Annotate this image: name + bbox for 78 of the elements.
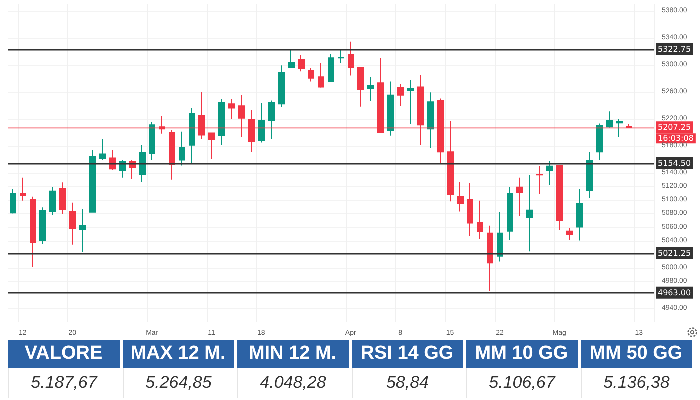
- candlestick: [387, 81, 394, 136]
- text: 5.106,67: [489, 373, 556, 392]
- candlestick: [407, 80, 414, 125]
- candlestick: [39, 207, 46, 245]
- candlestick: [487, 225, 493, 292]
- candlestick: [258, 102, 265, 144]
- candlestick: [328, 54, 334, 82]
- candlestick: [437, 98, 444, 164]
- candlestick: [169, 130, 175, 180]
- candlestick: [10, 188, 16, 214]
- candlestick: [606, 111, 613, 128]
- ref-line-label: 5207.25: [658, 123, 692, 132]
- candlestick: [218, 98, 225, 146]
- candlestick: [179, 131, 185, 166]
- candlestick: [507, 186, 513, 241]
- text: 5.136,38: [604, 373, 670, 392]
- candlestick: [338, 50, 344, 64]
- candlestick: [397, 84, 404, 107]
- candlestick: [516, 177, 523, 217]
- candlestick: [417, 74, 424, 146]
- candlestick: [238, 94, 245, 138]
- candlestick: [626, 124, 632, 129]
- candlestick: [89, 150, 96, 213]
- text: 58,84: [386, 373, 430, 392]
- candlestick: [288, 48, 295, 68]
- candlestick: [576, 188, 583, 242]
- category-label: RSI 14 GG: [352, 340, 463, 368]
- candlestick: [228, 98, 235, 120]
- candlestick: [357, 67, 364, 108]
- candlestick: [348, 41, 354, 76]
- ref-line-label: 4963.00: [658, 288, 692, 298]
- text: 5.187,67: [31, 373, 98, 392]
- candlestick: [447, 120, 454, 202]
- category-label: MM 50 GG: [580, 340, 692, 368]
- candlestick: [30, 196, 36, 268]
- candlestick: [298, 54, 305, 72]
- candlestick: [457, 181, 464, 212]
- candlestick: [59, 182, 66, 215]
- candlestick: [427, 92, 434, 149]
- ref-line-label: 5021.25: [658, 248, 692, 258]
- candlestick: [268, 100, 275, 140]
- candlestick: [69, 202, 76, 246]
- candlestick: [526, 174, 533, 252]
- candlestick: [556, 165, 563, 230]
- candlestick: [20, 177, 26, 202]
- candlestick: [248, 110, 255, 153]
- candlestick: [497, 212, 503, 262]
- candlestick: [586, 152, 593, 199]
- category-label: MM 10 GG: [466, 340, 578, 368]
- candlestick: [308, 68, 314, 82]
- candlestick: [208, 132, 215, 160]
- category-label: MAX 12 M.: [122, 340, 234, 368]
- candlestick: [159, 116, 165, 134]
- candlestick: [546, 160, 553, 186]
- ref-line-label: 5154.50: [658, 158, 692, 168]
- candlestick: [467, 182, 473, 237]
- candlestick: [367, 76, 374, 102]
- candlestick: [616, 118, 623, 138]
- candlestick: [566, 227, 573, 241]
- category-label: VALORE: [8, 340, 120, 368]
- candlestick: [318, 63, 324, 88]
- candlestick: [149, 122, 155, 161]
- annotation: 16:03:08: [658, 134, 694, 144]
- ref-line-label: 5322.75: [658, 45, 692, 54]
- candlestick: [189, 108, 195, 164]
- candlestick: [377, 58, 384, 134]
- category-label: MIN 12 M.: [237, 340, 348, 368]
- candlestick: [49, 186, 56, 216]
- candlestick: [198, 91, 205, 140]
- candlestick: [139, 144, 146, 182]
- text: 5.264,85: [146, 373, 212, 392]
- candlestick: [278, 65, 285, 108]
- text: 4.048,28: [260, 373, 326, 392]
- candlestick: [79, 208, 86, 253]
- candlestick: [477, 200, 483, 240]
- candlestick: [596, 123, 603, 161]
- candlestick: [99, 138, 106, 161]
- candlestick: [536, 166, 543, 195]
